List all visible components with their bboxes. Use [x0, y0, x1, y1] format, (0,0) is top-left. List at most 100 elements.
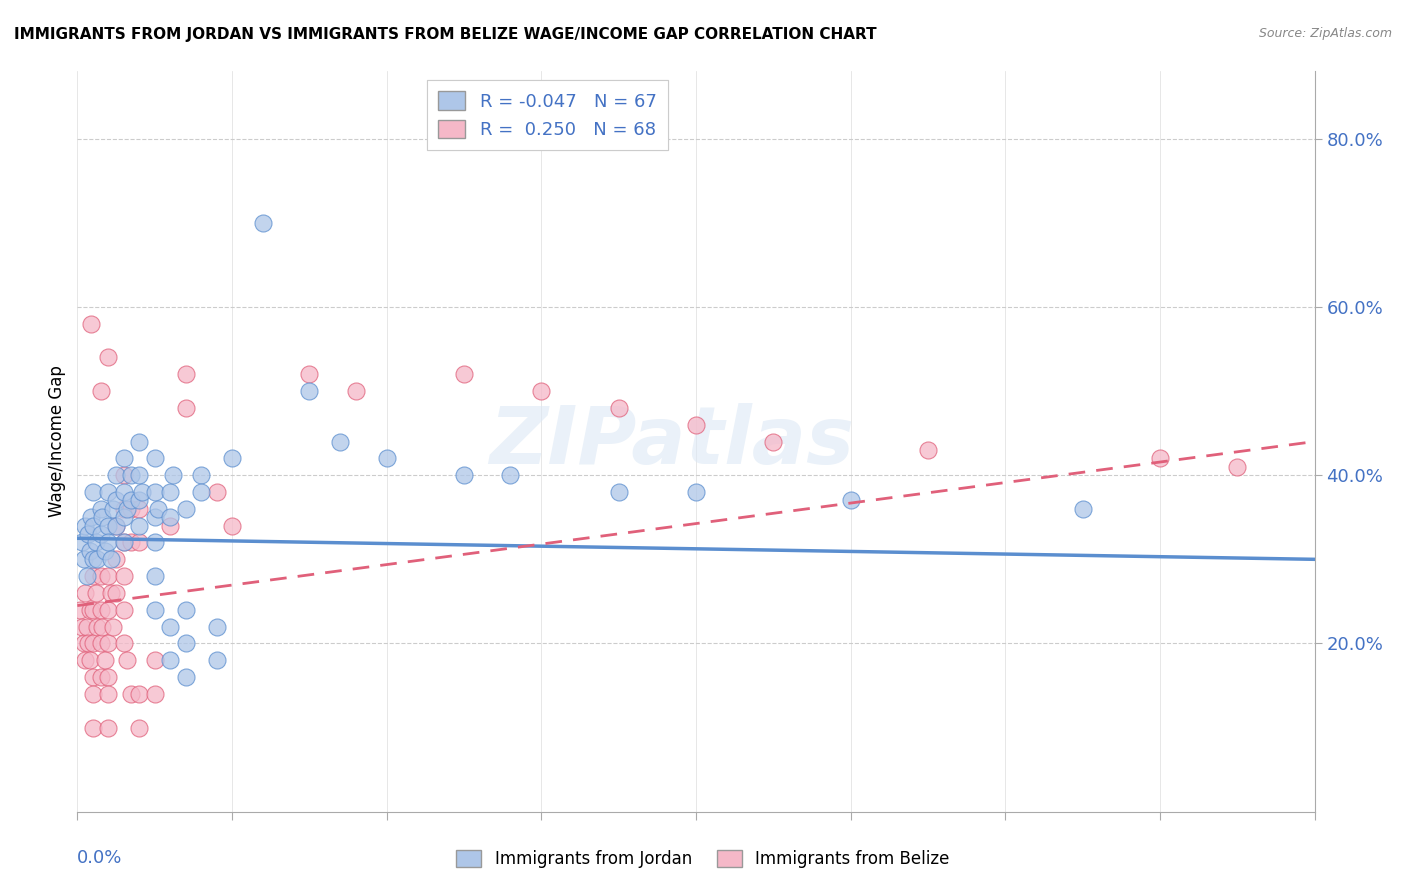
Point [159, 510, 181, 524]
Point [82, 485, 104, 500]
Point [90, 501, 111, 516]
Point [146, 501, 169, 516]
Legend: Immigrants from Jordan, Immigrants from Belize: Immigrants from Jordan, Immigrants from … [450, 843, 956, 875]
Point [105, 552, 127, 566]
Point [174, 636, 197, 650]
Point [375, 451, 398, 466]
Point [143, 535, 166, 549]
Point [90, 527, 111, 541]
Point [105, 493, 127, 508]
Point [69, 603, 91, 617]
Text: ZIPatlas: ZIPatlas [489, 402, 853, 481]
Point [75, 586, 96, 600]
Point [205, 485, 228, 500]
Point [115, 501, 138, 516]
Point [82, 518, 104, 533]
Point [97, 636, 120, 650]
Point [75, 518, 96, 533]
Point [143, 485, 166, 500]
Point [80, 510, 103, 524]
Point [607, 401, 630, 415]
Point [685, 417, 707, 432]
Point [100, 586, 122, 600]
Point [97, 535, 120, 549]
Point [143, 653, 166, 667]
Point [76, 569, 98, 583]
Point [91, 619, 114, 633]
Point [112, 636, 135, 650]
Point [82, 687, 104, 701]
Point [97, 721, 120, 735]
Point [72, 636, 94, 650]
Point [90, 384, 111, 398]
Point [128, 535, 150, 549]
Point [329, 434, 352, 449]
Point [128, 721, 150, 735]
Point [84, 586, 107, 600]
Point [159, 518, 181, 533]
Point [97, 485, 120, 500]
Point [121, 687, 143, 701]
Point [159, 653, 181, 667]
Point [159, 619, 181, 633]
Point [121, 493, 143, 508]
Point [121, 535, 143, 549]
Point [70, 535, 93, 549]
Point [79, 603, 101, 617]
Point [121, 468, 143, 483]
Point [112, 603, 135, 617]
Point [105, 518, 127, 533]
Point [105, 518, 127, 533]
Point [174, 603, 197, 617]
Point [344, 384, 367, 398]
Point [131, 485, 153, 500]
Point [174, 401, 197, 415]
Point [128, 518, 150, 533]
Point [298, 384, 321, 398]
Point [530, 384, 553, 398]
Point [128, 468, 150, 483]
Point [1071, 501, 1094, 516]
Point [112, 535, 135, 549]
Point [190, 468, 212, 483]
Point [100, 552, 122, 566]
Point [112, 485, 135, 500]
Point [112, 569, 135, 583]
Point [97, 518, 120, 533]
Point [143, 569, 166, 583]
Point [82, 552, 104, 566]
Y-axis label: Wage/Income Gap: Wage/Income Gap [48, 366, 66, 517]
Point [839, 493, 862, 508]
Point [143, 510, 166, 524]
Point [190, 485, 212, 500]
Point [121, 501, 143, 516]
Point [174, 368, 197, 382]
Point [298, 368, 321, 382]
Point [112, 510, 135, 524]
Point [143, 451, 166, 466]
Point [90, 636, 111, 650]
Point [77, 527, 100, 541]
Point [159, 485, 181, 500]
Point [82, 721, 104, 735]
Point [115, 653, 138, 667]
Point [101, 501, 124, 516]
Point [82, 636, 104, 650]
Point [70, 619, 93, 633]
Point [84, 535, 107, 549]
Point [77, 636, 100, 650]
Point [91, 510, 114, 524]
Point [1226, 459, 1249, 474]
Point [97, 670, 120, 684]
Text: Source: ZipAtlas.com: Source: ZipAtlas.com [1258, 27, 1392, 40]
Point [162, 468, 184, 483]
Legend: R = -0.047   N = 67, R =  0.250   N = 68: R = -0.047 N = 67, R = 0.250 N = 68 [427, 80, 668, 150]
Point [97, 603, 120, 617]
Point [685, 485, 707, 500]
Point [174, 670, 197, 684]
Text: 0.0%: 0.0% [77, 849, 122, 867]
Point [97, 687, 120, 701]
Point [499, 468, 522, 483]
Point [174, 501, 197, 516]
Point [105, 586, 127, 600]
